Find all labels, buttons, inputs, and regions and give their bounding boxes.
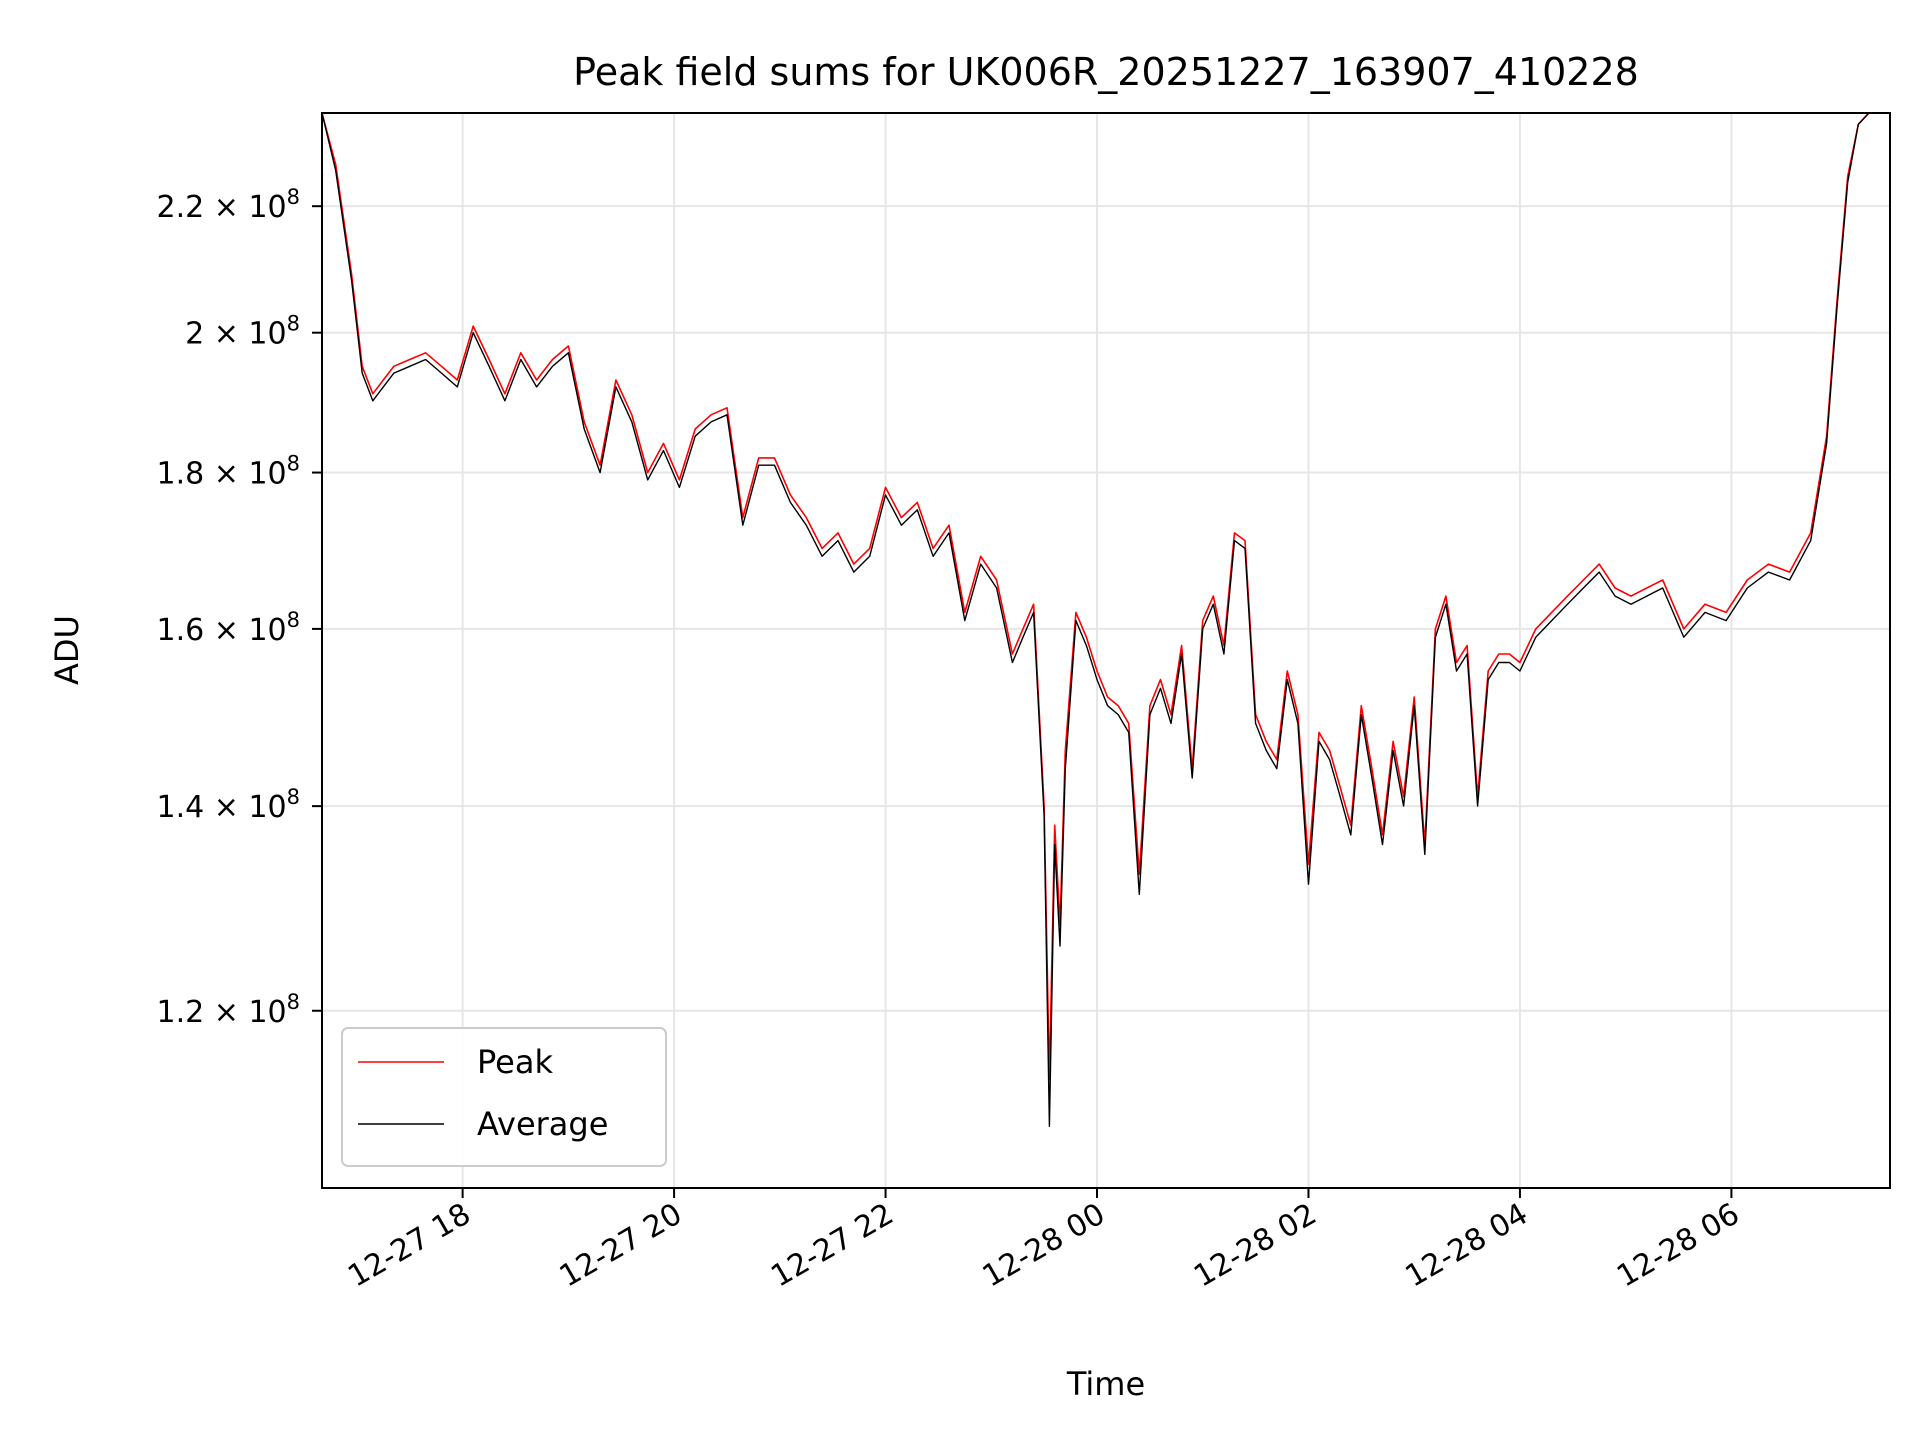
legend-label-peak: Peak bbox=[477, 1043, 553, 1081]
plot-frame bbox=[321, 112, 1891, 1189]
y-axis-title: ADU bbox=[48, 615, 86, 685]
y-tick-label: 1.2 × 108 bbox=[157, 990, 300, 1030]
chart-title: Peak field sums for UK006R_20251227_1639… bbox=[573, 50, 1639, 94]
y-tick-label: 1.4 × 108 bbox=[157, 785, 300, 825]
grid-lines bbox=[322, 113, 1890, 1188]
legend-label-average: Average bbox=[477, 1105, 608, 1143]
y-tick-label: 1.8 × 108 bbox=[157, 452, 300, 492]
series-line-average bbox=[322, 113, 1870, 1128]
series-lines bbox=[322, 113, 1870, 1128]
y-tick-label: 2 × 108 bbox=[185, 312, 300, 352]
y-axis: 1.2 × 108 1.4 × 108 1.6 × 108 1.8 × 108 2 × … bbox=[157, 185, 322, 1030]
y-tick-label: 1.6 × 108 bbox=[157, 608, 300, 648]
series-line-peak bbox=[322, 113, 1870, 1080]
legend: Peak Average bbox=[341, 1027, 667, 1167]
y-tick-label: 2.2 × 108 bbox=[157, 185, 300, 225]
x-axis-title: Time bbox=[1066, 1365, 1145, 1403]
